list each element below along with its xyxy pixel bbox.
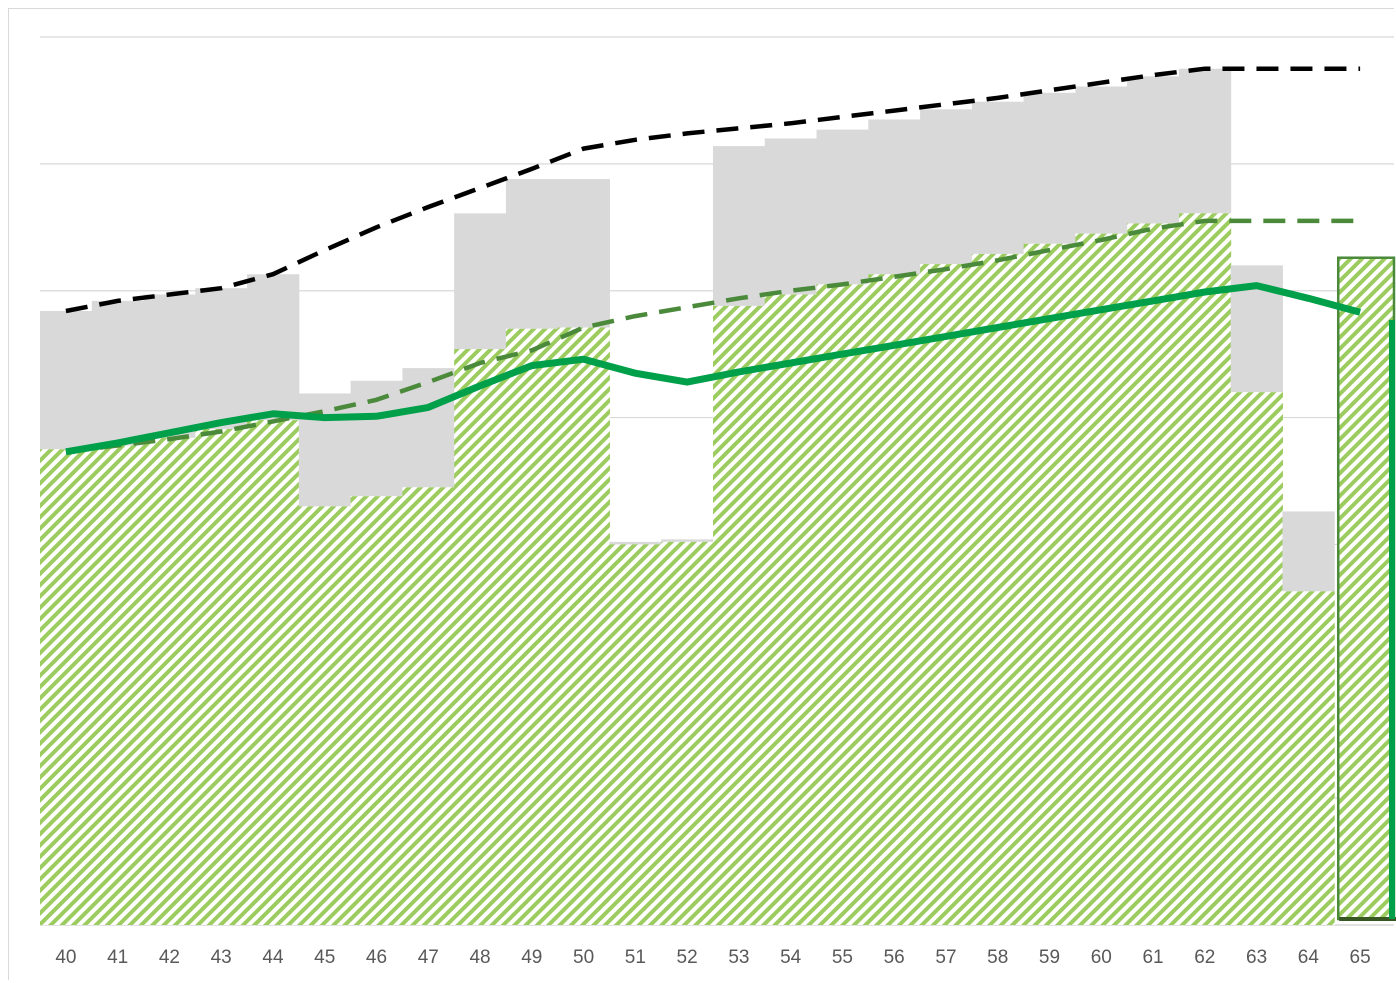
gray-band-49 bbox=[505, 179, 559, 329]
hatched-bar-43 bbox=[195, 428, 248, 925]
hatched-bar-51 bbox=[609, 544, 662, 925]
highlight-bar-65 bbox=[1336, 256, 1396, 921]
x-tick-label-53: 53 bbox=[728, 947, 749, 968]
hatched-bar-47 bbox=[402, 487, 455, 925]
x-tick-label-49: 49 bbox=[521, 947, 542, 968]
x-tick-label-40: 40 bbox=[55, 947, 76, 968]
solid-green-line bbox=[65, 282, 1362, 456]
x-tick-label-60: 60 bbox=[1091, 947, 1112, 968]
x-tick-label-56: 56 bbox=[884, 947, 905, 968]
hatched-bar-41 bbox=[91, 445, 145, 925]
gray-band-61 bbox=[1127, 76, 1180, 224]
x-tick-label-61: 61 bbox=[1142, 947, 1163, 968]
x-tick-label-57: 57 bbox=[935, 947, 956, 968]
x-tick-label-45: 45 bbox=[314, 947, 335, 968]
chart-frame bbox=[8, 8, 1394, 980]
dashed-green-line bbox=[65, 218, 1361, 455]
gray-band-50 bbox=[557, 179, 610, 328]
hatched-bar-62 bbox=[1178, 213, 1232, 925]
x-tick-label-51: 51 bbox=[625, 947, 646, 968]
x-tick-label-47: 47 bbox=[418, 947, 439, 968]
gray-band-42 bbox=[143, 294, 196, 438]
hatched-bar-52 bbox=[661, 541, 714, 925]
gray-band-51 bbox=[609, 541, 662, 545]
gray-band-40 bbox=[40, 311, 93, 450]
hatched-bar-46 bbox=[350, 496, 403, 925]
hatched-bar-60 bbox=[1075, 233, 1128, 926]
x-tick-label-59: 59 bbox=[1039, 947, 1060, 968]
x-tick-label-64: 64 bbox=[1298, 947, 1320, 968]
gray-band-45 bbox=[298, 393, 352, 507]
x-tick-label-50: 50 bbox=[573, 947, 594, 968]
hatched-bar-57 bbox=[920, 264, 973, 925]
x-tick-label-46: 46 bbox=[366, 947, 387, 968]
gray-band-55 bbox=[816, 129, 869, 285]
hatched-bar-64 bbox=[1282, 591, 1335, 925]
hatched-bar-59 bbox=[1023, 243, 1076, 925]
hatched-bar-63 bbox=[1230, 392, 1283, 925]
dashed-black-line bbox=[65, 66, 1361, 314]
gray-band-62 bbox=[1178, 68, 1232, 214]
gray-band-44 bbox=[247, 274, 300, 421]
gray-band-59 bbox=[1023, 92, 1076, 244]
bars bbox=[40, 68, 1396, 926]
x-tick-label-44: 44 bbox=[262, 947, 284, 968]
gray-band-56 bbox=[868, 119, 921, 275]
gray-band-48 bbox=[454, 213, 507, 350]
x-tick-label-42: 42 bbox=[159, 947, 180, 968]
x-tick-label-52: 52 bbox=[677, 947, 698, 968]
gray-band-57 bbox=[920, 109, 973, 265]
gray-band-52 bbox=[661, 539, 714, 542]
hatched-bar-45 bbox=[298, 506, 352, 925]
hatched-bar-49 bbox=[505, 328, 559, 925]
gray-band-60 bbox=[1075, 86, 1128, 234]
gray-band-64 bbox=[1282, 511, 1335, 592]
hatched-bar-58 bbox=[971, 253, 1025, 925]
hatched-bar-56 bbox=[868, 274, 921, 925]
x-tick-label-65: 65 bbox=[1350, 947, 1371, 968]
x-tick-label-41: 41 bbox=[107, 947, 128, 968]
gray-band-58 bbox=[971, 101, 1025, 254]
x-tick-label-58: 58 bbox=[987, 947, 1008, 968]
gray-band-41 bbox=[91, 300, 145, 446]
hatched-bar-48 bbox=[454, 349, 507, 925]
hatched-bar-50 bbox=[557, 327, 610, 925]
hatched-bar-53 bbox=[713, 305, 766, 925]
hatched-bar-61 bbox=[1127, 223, 1180, 926]
x-tick-label-55: 55 bbox=[832, 947, 853, 968]
hatched-bar-42 bbox=[143, 437, 196, 925]
hatched-bar-55 bbox=[816, 284, 869, 925]
gray-band-54 bbox=[764, 138, 818, 295]
series-lines bbox=[65, 66, 1362, 456]
gray-band-43 bbox=[195, 288, 248, 429]
gray-band-53 bbox=[713, 146, 766, 306]
x-tick-label-43: 43 bbox=[211, 947, 232, 968]
x-tick-label-54: 54 bbox=[780, 947, 802, 968]
hatched-bar-44 bbox=[247, 420, 300, 925]
x-tick-label-62: 62 bbox=[1194, 947, 1215, 968]
x-tick-label-63: 63 bbox=[1246, 947, 1267, 968]
hatched-bar-40 bbox=[40, 449, 93, 925]
x-tick-label-48: 48 bbox=[469, 947, 490, 968]
x-axis-tick-labels: 40 41 42 43 44 45 46 47 48 49 50 51 52 53 54 55 56 57 58 59… bbox=[55, 947, 1370, 968]
hatched-bar-54 bbox=[764, 294, 818, 925]
